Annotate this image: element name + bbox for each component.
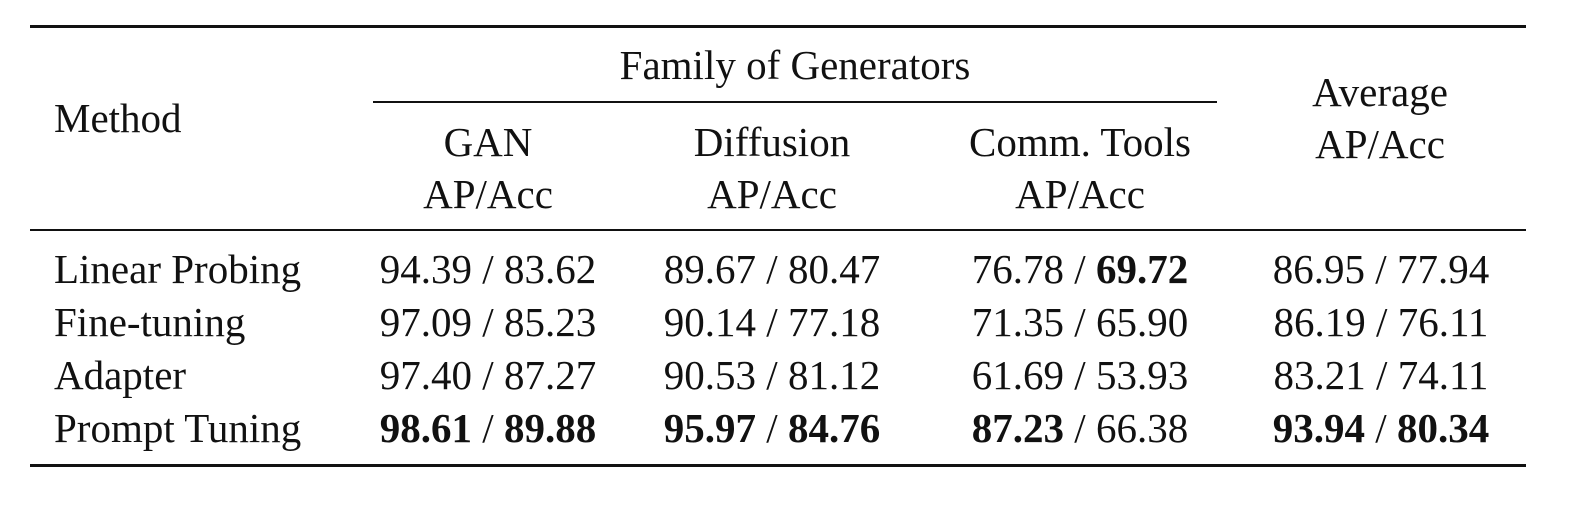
cell-ap-value: 86.19 [1273, 299, 1366, 345]
cell-comm-tools: 76.78 / 69.72 [944, 243, 1216, 295]
cell-gan: 97.40 / 87.27 [353, 349, 623, 401]
cell-separator: / [472, 246, 504, 292]
cell-diffusion: 90.53 / 81.12 [637, 349, 907, 401]
cell-acc-value: 80.34 [1396, 405, 1490, 451]
header-diffusion: Diffusion AP/Acc [655, 116, 889, 220]
cell-gan: 94.39 / 83.62 [353, 243, 623, 295]
cell-ap-value: 94.39 [379, 246, 473, 292]
cell-gan: 97.09 / 85.23 [353, 296, 623, 348]
header-family: Family of Generators [619, 42, 971, 88]
row-method-label: Adapter [54, 352, 187, 398]
cell-separator: / [1365, 246, 1397, 292]
cell-acc-value: 85.23 [503, 299, 597, 345]
cell-ap-value: 90.53 [663, 352, 757, 398]
row-method-label: Linear Probing [54, 246, 302, 292]
cell-separator: / [1064, 352, 1096, 398]
cell-separator: / [756, 405, 788, 451]
cell-acc-value: 81.12 [787, 352, 881, 398]
row-method-label: Prompt Tuning [54, 405, 302, 451]
header-average: Average AP/Acc [1250, 66, 1510, 170]
cell-acc-value: 77.18 [787, 299, 881, 345]
cell-acc-value: 83.62 [503, 246, 597, 292]
cell-ap-value: 76.78 [971, 246, 1065, 292]
cell-average: 86.95 / 77.94 [1245, 243, 1517, 295]
cell-ap-value: 90.14 [663, 299, 757, 345]
cell-ap-value: 98.61 [379, 405, 473, 451]
row-method-label: Fine-tuning [54, 299, 246, 345]
cell-acc-value: 80.47 [787, 246, 881, 292]
cell-average: 93.94 / 80.34 [1245, 402, 1517, 454]
cell-ap-value: 95.97 [663, 405, 757, 451]
cell-ap-value: 97.40 [379, 352, 473, 398]
cell-ap-value: 97.09 [379, 299, 473, 345]
cell-gan: 98.61 / 89.88 [353, 402, 623, 454]
cell-diffusion: 89.67 / 80.47 [637, 243, 907, 295]
cell-ap-value: 87.23 [971, 405, 1065, 451]
cell-separator: / [1064, 405, 1096, 451]
cell-separator: / [1064, 246, 1096, 292]
top-rule [30, 25, 1526, 28]
cell-ap-value: 71.35 [971, 299, 1065, 345]
cell-separator: / [1064, 299, 1096, 345]
header-gan-metric: AP/Acc [423, 171, 553, 217]
cell-ap-value: 93.94 [1272, 405, 1366, 451]
cell-average: 83.21 / 74.11 [1245, 349, 1517, 401]
cell-separator: / [1365, 352, 1398, 398]
cell-comm-tools: 61.69 / 53.93 [944, 349, 1216, 401]
cell-ap-value: 83.21 [1273, 352, 1366, 398]
cell-separator: / [472, 299, 504, 345]
cell-acc-value: 84.76 [787, 405, 881, 451]
cell-acc-value: 69.72 [1095, 246, 1189, 292]
cell-acc-value: 76.11 [1397, 299, 1489, 345]
cell-comm-tools: 71.35 / 65.90 [944, 296, 1216, 348]
header-rule [30, 229, 1526, 231]
cell-acc-value: 77.94 [1396, 246, 1490, 292]
cell-acc-value: 53.93 [1095, 352, 1189, 398]
cell-ap-value: 86.95 [1272, 246, 1366, 292]
cell-separator: / [472, 405, 504, 451]
cell-separator: / [756, 299, 788, 345]
cell-acc-value: 66.38 [1095, 405, 1189, 451]
header-gan: GAN AP/Acc [373, 116, 603, 220]
cell-separator: / [756, 352, 788, 398]
cell-ap-value: 89.67 [663, 246, 757, 292]
cell-separator: / [1365, 405, 1397, 451]
cell-separator: / [1365, 299, 1398, 345]
cell-ap-value: 61.69 [971, 352, 1065, 398]
cell-separator: / [472, 352, 504, 398]
header-comm-tools: Comm. Tools AP/Acc [950, 116, 1210, 220]
header-method: Method [54, 95, 182, 141]
bottom-rule [30, 464, 1526, 467]
header-comm-tools-name: Comm. Tools [969, 119, 1191, 165]
cell-average: 86.19 / 76.11 [1245, 296, 1517, 348]
header-diffusion-name: Diffusion [693, 119, 851, 165]
header-comm-tools-metric: AP/Acc [1015, 171, 1145, 217]
cell-diffusion: 90.14 / 77.18 [637, 296, 907, 348]
cell-separator: / [756, 246, 788, 292]
cell-acc-value: 74.11 [1397, 352, 1489, 398]
header-average-title: Average [1312, 69, 1448, 115]
cell-diffusion: 95.97 / 84.76 [637, 402, 907, 454]
header-diffusion-metric: AP/Acc [707, 171, 837, 217]
cell-comm-tools: 87.23 / 66.38 [944, 402, 1216, 454]
cell-acc-value: 87.27 [503, 352, 597, 398]
cell-acc-value: 65.90 [1095, 299, 1189, 345]
cell-acc-value: 89.88 [503, 405, 597, 451]
header-gan-name: GAN [443, 119, 533, 165]
header-average-metric: AP/Acc [1315, 121, 1445, 167]
family-rule [373, 101, 1217, 103]
